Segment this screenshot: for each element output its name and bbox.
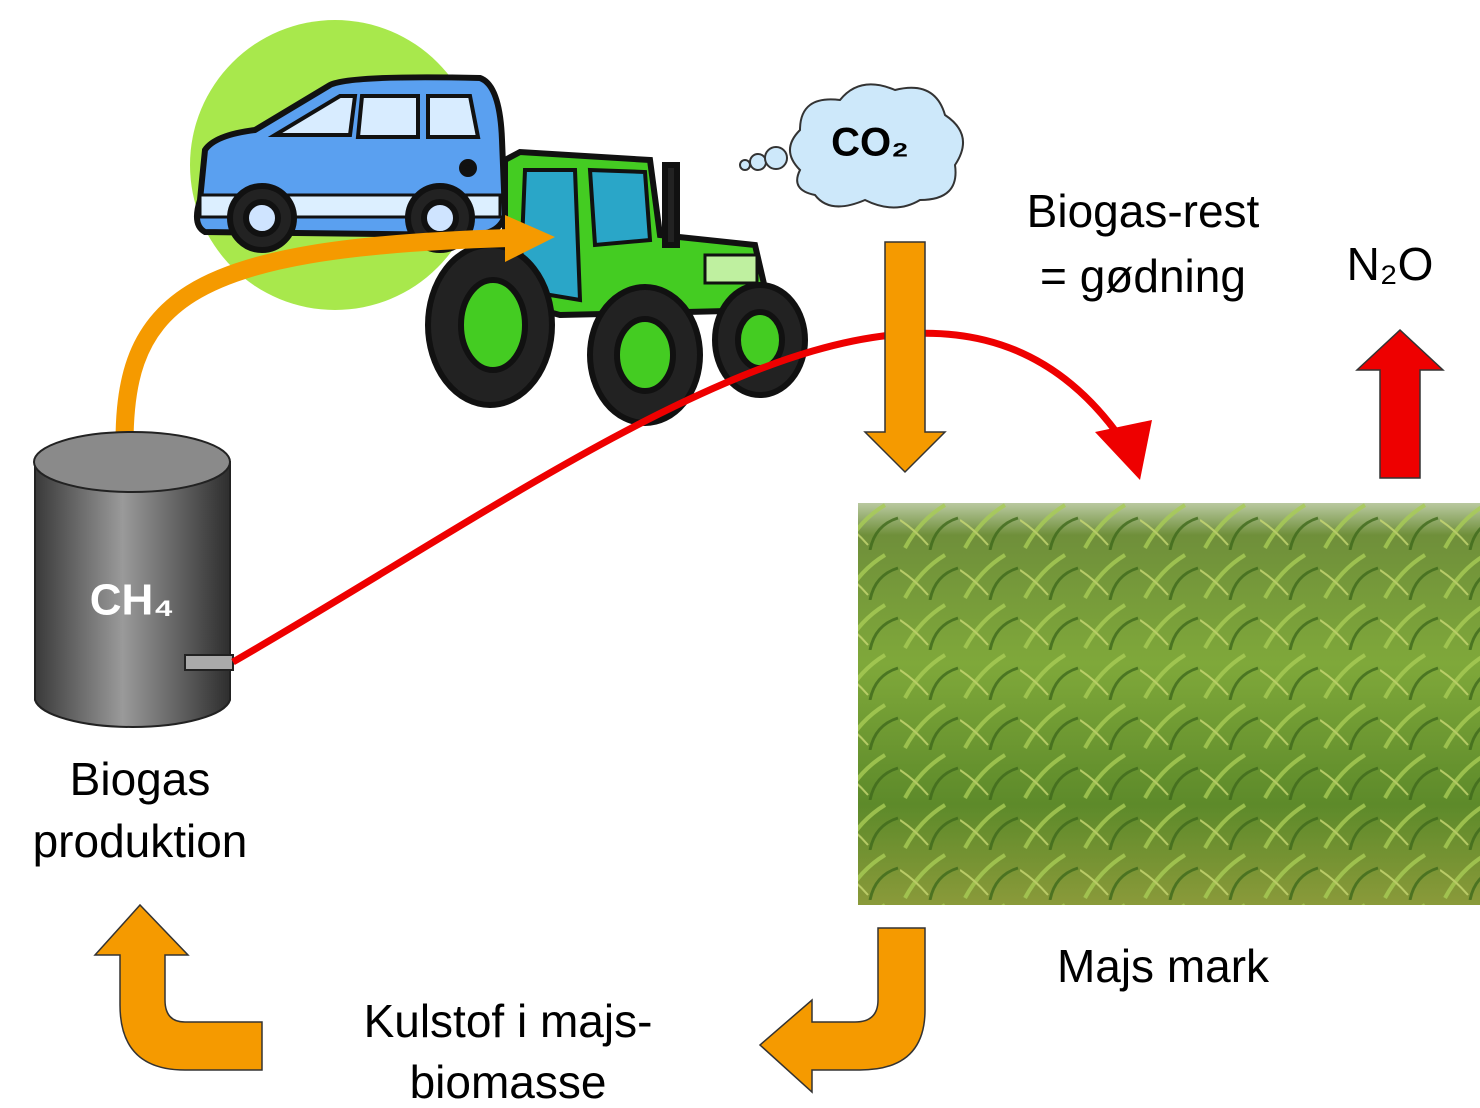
co2-arrow (865, 242, 945, 472)
fertilizer-arrowhead (1095, 420, 1152, 480)
tank-label: Biogas (70, 753, 211, 805)
biomass-label: Kulstof i majs- (364, 995, 653, 1047)
maize-leaves (858, 503, 1480, 905)
harvest-arrow (760, 928, 925, 1092)
n2o-label: N₂O (1347, 238, 1434, 290)
biomass-label: biomasse (410, 1056, 607, 1108)
n2o-arrow (1357, 330, 1443, 478)
feed-arrow (95, 905, 262, 1070)
field-label: Majs mark (1057, 940, 1270, 992)
ch4-label: CH₄ (90, 576, 175, 625)
co2-label: CO₂ (831, 121, 909, 165)
fertilizer-label: = gødning (1040, 250, 1246, 302)
diagram: CO₂ CH₄ Biogas-rest = gødning N₂O Biogas… (0, 0, 1480, 1108)
tank-label: produktion (33, 815, 248, 867)
fertilizer-label: Biogas-rest (1027, 185, 1260, 237)
